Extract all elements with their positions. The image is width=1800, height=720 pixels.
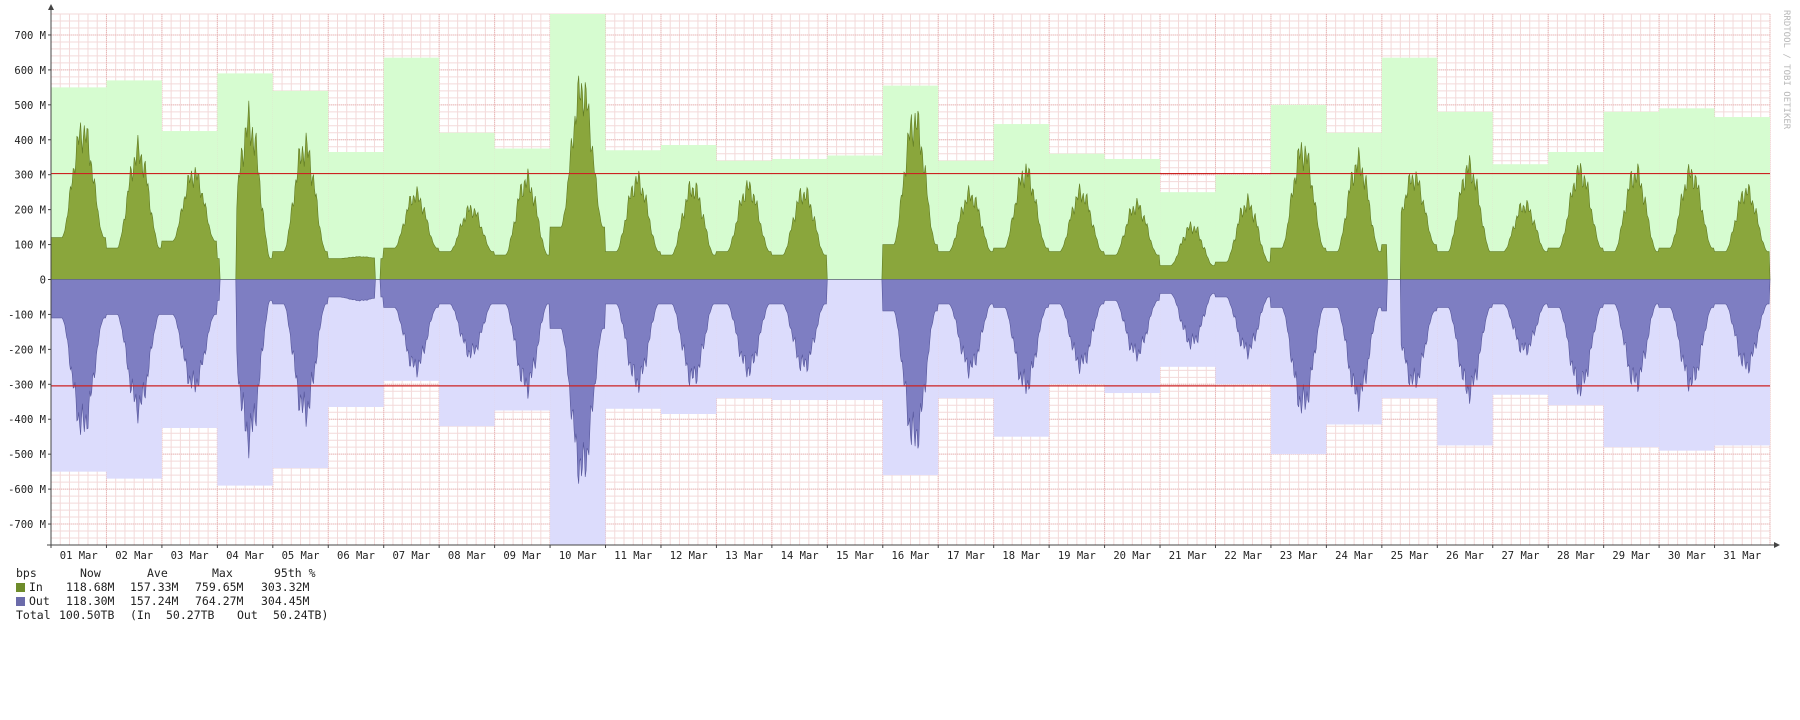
x-tick-label: 21 Mar	[1169, 550, 1207, 562]
x-tick-label: 27 Mar	[1501, 550, 1539, 562]
y-tick-label: 200 M	[14, 205, 46, 217]
x-tick-label: 19 Mar	[1058, 550, 1096, 562]
y-tick-label: -400 M	[8, 414, 46, 426]
x-tick-label: 26 Mar	[1446, 550, 1484, 562]
legend-p95-header: 95th %	[274, 566, 316, 580]
y-axis-arrow	[48, 4, 54, 10]
x-tick-label: 05 Mar	[282, 550, 320, 562]
x-tick-label: 13 Mar	[725, 550, 763, 562]
y-tick-label: -200 M	[8, 344, 46, 356]
y-axis-ticks: 700 M 600 M 500 M 400 M 300 M 200 M 100 M 0 -100…	[8, 30, 51, 531]
y-tick-label: -700 M	[8, 519, 46, 531]
legend-total-label: Total	[16, 608, 51, 622]
y-tick-label: -500 M	[8, 449, 46, 461]
x-tick-label: 15 Mar	[836, 550, 874, 562]
y-tick-label: 600 M	[14, 65, 46, 77]
legend-in-swatch	[16, 583, 25, 592]
y-tick-label: 300 M	[14, 170, 46, 182]
x-tick-label: 10 Mar	[559, 550, 597, 562]
x-tick-label: 07 Mar	[392, 550, 430, 562]
legend-total-value: 100.50TB	[59, 608, 115, 622]
y-tick-label: 400 M	[14, 135, 46, 147]
legend-total-row: Total 100.50TB (In 50.27TB Out 50.24TB)	[16, 608, 328, 622]
max-band-in	[827, 155, 883, 280]
legend-header: bps Now Ave Max 95th %	[16, 566, 316, 580]
legend-in-label: In	[29, 580, 43, 594]
x-tick-label: 22 Mar	[1224, 550, 1262, 562]
legend-out-ave: 157.24M	[130, 594, 179, 608]
x-tick-label: 12 Mar	[670, 550, 708, 562]
legend: bps Now Ave Max 95th % In 118.68M 157.33…	[16, 566, 328, 622]
series-in-area	[50, 75, 1771, 280]
legend-out-p95: 304.45M	[261, 594, 310, 608]
percentile-lines	[51, 172, 1770, 387]
x-tick-label: 16 Mar	[892, 550, 930, 562]
legend-out-swatch	[16, 597, 25, 606]
x-tick-label: 20 Mar	[1113, 550, 1151, 562]
x-tick-label: 30 Mar	[1668, 550, 1706, 562]
legend-now-header: Now	[80, 566, 101, 580]
chart-axes	[47, 4, 1780, 548]
x-tick-label: 24 Mar	[1335, 550, 1373, 562]
legend-in-now: 118.68M	[66, 580, 115, 594]
legend-out-max: 764.27M	[195, 594, 244, 608]
x-tick-label: 29 Mar	[1612, 550, 1650, 562]
x-tick-label: 03 Mar	[171, 550, 209, 562]
legend-in-p95: 303.32M	[261, 580, 310, 594]
legend-total-in: 50.27TB	[166, 608, 215, 622]
x-axis-arrow	[1774, 542, 1780, 548]
legend-total-in-label: (In	[130, 608, 151, 622]
legend-total-out-label: Out	[237, 608, 258, 622]
x-tick-label: 11 Mar	[614, 550, 652, 562]
traffic-chart: 700 M 600 M 500 M 400 M 300 M 200 M 100 M 0 -100…	[8, 4, 1780, 562]
x-tick-label: 01 Mar	[60, 550, 98, 562]
legend-total-out: 50.24TB)	[273, 608, 329, 622]
x-tick-label: 25 Mar	[1391, 550, 1429, 562]
y-tick-label: 0	[40, 275, 46, 287]
legend-out-label: Out	[29, 594, 50, 608]
x-tick-label: 06 Mar	[337, 550, 375, 562]
x-tick-label: 31 Mar	[1723, 550, 1761, 562]
y-tick-label: 100 M	[14, 240, 46, 252]
x-tick-label: 28 Mar	[1557, 550, 1595, 562]
legend-in-ave: 157.33M	[130, 580, 179, 594]
y-tick-label: -300 M	[8, 379, 46, 391]
x-tick-label: 14 Mar	[781, 550, 819, 562]
x-tick-label: 09 Mar	[503, 550, 541, 562]
legend-out-now: 118.30M	[66, 594, 115, 608]
x-tick-label: 04 Mar	[226, 550, 264, 562]
legend-ave-header: Ave	[147, 566, 168, 580]
x-tick-label: 23 Mar	[1280, 550, 1318, 562]
y-tick-label: 500 M	[14, 100, 46, 112]
x-tick-label: 08 Mar	[448, 550, 486, 562]
series-out-area	[50, 279, 1771, 484]
traffic-areas	[50, 75, 1771, 484]
x-tick-label: 02 Mar	[115, 550, 153, 562]
max-band-out	[827, 279, 883, 401]
legend-row-out: Out 118.30M 157.24M 764.27M 304.45M	[16, 594, 309, 608]
y-tick-label: 700 M	[14, 30, 46, 42]
legend-max-header: Max	[212, 566, 233, 580]
legend-in-max: 759.65M	[195, 580, 244, 594]
legend-unit: bps	[16, 566, 37, 580]
rrdtool-watermark: RRDTOOL / TOBI OETIKER	[1781, 10, 1791, 130]
legend-row-in: In 118.68M 157.33M 759.65M 303.32M	[16, 580, 309, 594]
y-tick-label: -100 M	[8, 309, 46, 321]
x-tick-label: 18 Mar	[1002, 550, 1040, 562]
x-axis-ticks: 01 Mar 02 Mar 03 Mar 04 Mar 05 Mar 06 Mar 07 M…	[50, 545, 1761, 562]
x-tick-label: 17 Mar	[947, 550, 985, 562]
y-tick-label: -600 M	[8, 484, 46, 496]
